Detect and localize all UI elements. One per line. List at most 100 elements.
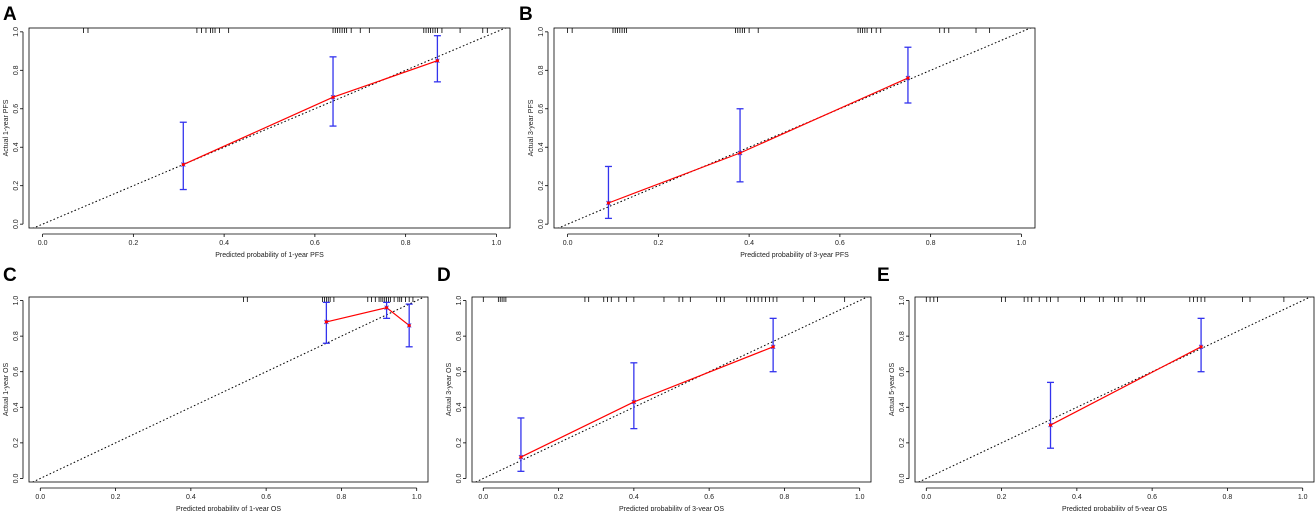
data-point [771, 345, 775, 349]
plot-area [917, 297, 1312, 482]
y-tick-label: 1.0 [13, 27, 20, 37]
x-tick-label: 0.8 [780, 494, 790, 501]
calibration-curve [608, 77, 909, 204]
x-axis-title: Predicted probability of 1-year PFS [215, 252, 324, 259]
calibration-panel-a: A 0.0 0.2 0.4 0.6 0.8 1.0 0.0 0.2 0.4 0.6 0.8 1.0 Pre… [3, 4, 511, 259]
plot-frame [28, 296, 429, 483]
x-tick-label: 0.2 [129, 240, 139, 247]
data-point [606, 201, 611, 205]
y-tick-label: 0.0 [899, 473, 906, 483]
calibration-curve [1050, 346, 1202, 426]
y-tick-label: 0.8 [456, 331, 463, 341]
y-tick-label: 0.6 [13, 104, 20, 114]
x-tick-label: 0.6 [310, 240, 320, 247]
x-tick-label: 0.8 [1223, 494, 1233, 501]
y-axis-title: Actual 3-year PFS [528, 99, 535, 156]
y-tick-label: 0.2 [456, 438, 463, 448]
y-axis-title: Actual 1-year PFS [3, 99, 10, 156]
ideal-diagonal-line [917, 297, 1312, 482]
x-tick-label: 0.8 [337, 494, 347, 501]
x-tick-label: 1.0 [855, 494, 865, 501]
y-axis-title: Actual 3-year OS [446, 363, 453, 417]
y-tick-label: 0.2 [899, 438, 906, 448]
x-tick-label: 0.2 [997, 494, 1007, 501]
ideal-diagonal-line [31, 297, 426, 482]
y-tick-label: 1.0 [456, 296, 463, 306]
plot-area [32, 28, 507, 228]
y-tick-label: 0.6 [538, 104, 545, 114]
data-point [181, 162, 185, 167]
x-tick-label: 1.0 [1017, 240, 1027, 247]
y-tick-label: 0.6 [456, 367, 463, 377]
y-tick-label: 0.4 [13, 402, 20, 412]
y-tick-label: 0.2 [13, 181, 20, 191]
y-tick-label: 0.8 [899, 331, 906, 341]
plot-frame [471, 296, 872, 483]
y-tick-label: 0.6 [13, 367, 20, 377]
data-point [632, 400, 636, 404]
x-tick-label: 0.4 [629, 494, 639, 501]
y-tick-label: 0.8 [538, 65, 545, 75]
y-tick-label: 0.4 [456, 402, 463, 412]
y-tick-label: 0.0 [456, 473, 463, 483]
x-tick-label: 0.2 [111, 494, 121, 501]
data-point [906, 76, 910, 80]
x-tick-label: 0.0 [35, 494, 45, 501]
data-point [1048, 423, 1053, 427]
x-axis-title: Predicted probability of 1-year OS [176, 506, 281, 511]
y-tick-label: 0.6 [899, 367, 906, 377]
calibration-panel-b: B 0.0 0.2 0.4 0.6 0.8 1.0 0.0 0.2 0.4 0.6 0.8 1.0 Pre… [519, 4, 1036, 259]
y-tick-label: 0.2 [538, 181, 545, 191]
x-tick-label: 1.0 [412, 494, 422, 501]
y-tick-label: 0.0 [13, 473, 20, 483]
y-tick-label: 1.0 [13, 296, 20, 306]
y-tick-label: 0.0 [13, 219, 20, 229]
x-axis-title: Predicted probability of 5-year OS [1062, 506, 1167, 511]
x-tick-label: 0.6 [835, 240, 845, 247]
data-point [407, 323, 411, 328]
y-tick-label: 0.8 [13, 65, 20, 75]
ideal-diagonal-line [474, 297, 869, 482]
x-tick-label: 0.2 [654, 240, 664, 247]
x-tick-label: 0.6 [1147, 494, 1157, 501]
x-axis-title: Predicted probability of 3-year PFS [740, 252, 849, 259]
panel-letter: C [3, 265, 17, 286]
y-tick-label: 1.0 [538, 27, 545, 37]
data-point [384, 306, 389, 310]
x-tick-label: 0.4 [1072, 494, 1082, 501]
calibration-curve [520, 346, 774, 458]
y-axis-title: Actual 1-year OS [3, 363, 10, 417]
panel-letter: E [877, 265, 890, 286]
data-point [519, 455, 523, 459]
x-tick-label: 0.4 [744, 240, 754, 247]
plot-area [557, 28, 1032, 228]
y-tick-label: 0.4 [13, 142, 20, 152]
y-tick-label: 1.0 [899, 296, 906, 306]
x-tick-label: 0.6 [704, 494, 714, 501]
ideal-diagonal-line [557, 28, 1032, 228]
x-tick-label: 1.0 [1298, 494, 1308, 501]
x-tick-label: 0.4 [186, 494, 196, 501]
panel-letter: B [519, 4, 533, 25]
plot-area [31, 297, 426, 482]
plot-area [474, 297, 869, 482]
data-point [435, 59, 439, 63]
y-tick-label: 0.4 [538, 142, 545, 152]
x-tick-label: 0.6 [261, 494, 271, 501]
y-tick-label: 0.2 [13, 438, 20, 448]
x-tick-label: 0.4 [219, 240, 229, 247]
data-point [324, 320, 328, 324]
x-axis-title: Predicted probability of 3-year OS [619, 506, 724, 511]
calibration-panel-c: C 0.0 0.2 0.4 0.6 0.8 1.0 0.0 0.2 0.4 0.6 0.8 1.0 Pre… [3, 265, 429, 511]
x-tick-label: 0.0 [921, 494, 931, 501]
calibration-panel-d: D 0.0 0.2 0.4 0.6 0.8 1.0 0.0 0.2 0.4 0.6 0.8 1.0 Pre… [437, 265, 872, 511]
data-point [331, 95, 335, 99]
x-tick-label: 0.8 [926, 240, 936, 247]
y-tick-label: 0.0 [538, 219, 545, 229]
x-tick-label: 0.8 [401, 240, 411, 247]
y-axis-title: Actual 5-year OS [889, 363, 896, 417]
calibration-panel-e: E 0.0 0.2 0.4 0.6 0.8 1.0 0.0 0.2 0.4 0.6 0.8 1.0 Pre… [877, 265, 1315, 511]
x-tick-label: 0.2 [554, 494, 564, 501]
x-tick-label: 0.0 [478, 494, 488, 501]
